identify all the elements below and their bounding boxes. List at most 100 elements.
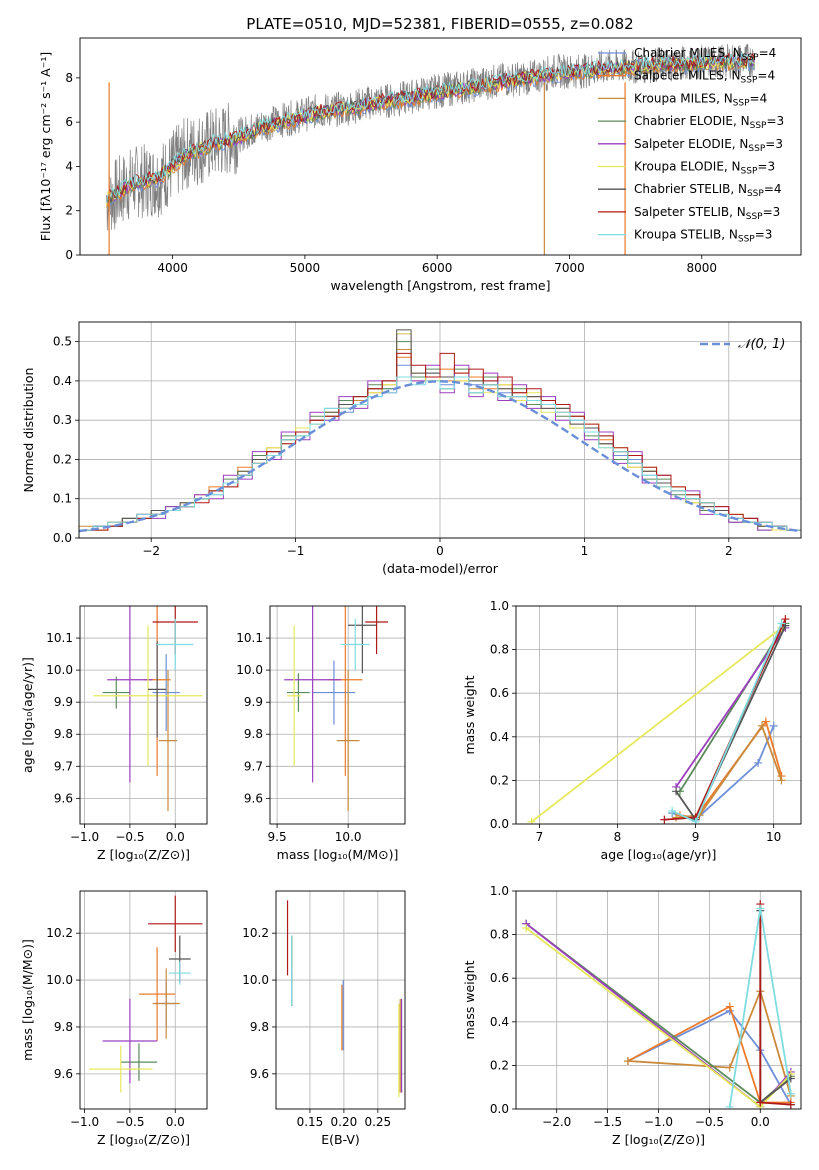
model-spectrum-line	[106, 53, 755, 203]
x-tick-label: −2	[142, 544, 160, 558]
legend-nssp-prefix: , N	[733, 114, 750, 128]
y-tick-label: 10.0	[236, 663, 263, 677]
legend-nssp-sub: SSP	[742, 53, 759, 63]
legend-nssp-sub: SSP	[733, 98, 750, 108]
legend-nssp-prefix: , N	[716, 91, 733, 105]
legend-model-name: Salpeter STELIB	[634, 205, 729, 219]
axes-frame	[79, 605, 208, 825]
y-tick-label: 0.4	[53, 374, 72, 388]
figure-title: PLATE=0510, MJD=52381, FIBERID=0555, z=0…	[246, 15, 633, 33]
x-tick-label: −0.5	[115, 1115, 144, 1129]
y-tick-label: 9.6	[54, 791, 73, 805]
x-axis-label: wavelength [Angstrom, rest frame]	[330, 278, 550, 293]
legend-label: Salpeter STELIB, NSSP=3	[634, 205, 780, 222]
axes-frame	[515, 890, 802, 1110]
axes-frame	[79, 37, 802, 256]
y-tick-label: 9.9	[54, 695, 73, 709]
y-tick-label: 0.6	[490, 971, 509, 985]
y-tick-label: 0.6	[490, 686, 509, 700]
legend-label: Chabrier ELODIE, NSSP=3	[634, 114, 784, 131]
legend-nssp-eq: =	[765, 137, 775, 151]
mass-weight-marker	[769, 721, 778, 730]
x-tick-label: −0.5	[115, 830, 144, 844]
axes-frame	[79, 890, 208, 1110]
legend-model-name: Chabrier STELIB	[634, 182, 730, 196]
legend-model-name: Kroupa STELIB	[634, 228, 721, 242]
y-tick-label: 2	[65, 204, 73, 218]
legend-nssp-prefix: , N	[724, 69, 741, 83]
legend-nssp-eq: =	[755, 228, 765, 242]
y-tick-label: 0	[65, 248, 73, 262]
x-tick-label: 0.20	[331, 1115, 358, 1129]
x-tick-label: −1.0	[70, 1115, 99, 1129]
x-tick-label: 0.0	[751, 1115, 770, 1129]
x-tick-label: 9.5	[268, 830, 287, 844]
legend-nssp-prefix: , N	[730, 182, 747, 196]
x-tick-label: 5000	[290, 261, 321, 275]
plot-area	[79, 329, 801, 538]
legend-label: Kroupa STELIB, NSSP=3	[634, 228, 772, 245]
y-axis-label: Normed distribution	[21, 368, 36, 493]
legend-nssp-eq: =	[750, 91, 760, 105]
y-tick-label: 10.0	[242, 973, 269, 987]
y-tick-label: 9.8	[54, 727, 73, 741]
legend-nssp-sub: SSP	[741, 76, 758, 86]
x-axis-label: mass [log₁₀(M/M⊙)]	[277, 847, 399, 862]
legend-nssp-prefix: , N	[725, 46, 742, 60]
y-tick-label: 0.0	[490, 817, 509, 831]
x-tick-label: 0.0	[166, 830, 185, 844]
plot-area	[106, 43, 755, 255]
axes-frame	[275, 890, 406, 1110]
x-tick-label: −1	[287, 544, 305, 558]
y-tick-label: 10.1	[46, 631, 73, 645]
y-tick-label: 0.4	[490, 1015, 509, 1029]
x-axis-label: Z [log₁₀(Z/Z⊙)]	[612, 1132, 705, 1147]
histogram-step	[79, 376, 801, 538]
y-tick-label: 0.4	[490, 730, 509, 744]
mass-weight-marker	[756, 1098, 765, 1107]
mass-weight-line	[679, 622, 787, 792]
x-tick-label: 0.15	[297, 1115, 324, 1129]
x-tick-label: 0	[436, 544, 444, 558]
y-tick-label: 9.8	[54, 1020, 73, 1034]
legend-nssp-sub: SSP	[741, 167, 758, 177]
x-tick-label: 7	[536, 830, 544, 844]
legend-label: Kroupa MILES, NSSP=4	[634, 91, 767, 108]
y-tick-label: 9.6	[250, 1067, 269, 1081]
mass-weight-marker	[786, 1100, 795, 1109]
y-tick-label: 0.0	[53, 531, 72, 545]
y-axis-label: Flux [fλ10⁻¹⁷ erg cm⁻² s⁻¹ A⁻¹]	[38, 52, 53, 241]
legend-nssp-sub: SSP	[748, 144, 765, 154]
legend-nssp-prefix: , N	[732, 137, 749, 151]
mass-weight-marker	[777, 776, 786, 785]
legend-nssp-sub: SSP	[747, 189, 764, 199]
x-tick-label: 10.0	[335, 830, 362, 844]
histogram-step	[79, 352, 801, 538]
legend-nssp-value: 3	[775, 137, 783, 151]
y-tick-label: 0.5	[53, 335, 72, 349]
x-tick-label: −1.0	[70, 830, 99, 844]
legend-model-name: Salpeter MILES	[634, 69, 724, 83]
mass-weight-marker	[725, 1063, 734, 1072]
axes-frame	[269, 605, 406, 825]
plot-area	[286, 900, 403, 1098]
mass-weight-marker	[781, 615, 790, 624]
legend-label: Chabrier STELIB, NSSP=4	[634, 182, 782, 199]
mass-weight-line	[627, 988, 792, 1097]
legend-nssp-sub: SSP	[738, 235, 755, 245]
y-tick-label: 10.2	[46, 926, 73, 940]
mass-weight-marker	[757, 721, 766, 730]
x-tick-label: 6000	[422, 261, 453, 275]
x-tick-label: 8000	[687, 261, 718, 275]
axes-frame	[515, 605, 802, 825]
plot-area	[93, 606, 203, 812]
spectrum-panel: 4000 5000 6000 7000 8000 0 2 4 6 8 wavelength [Ang…	[38, 37, 802, 293]
mass-weight-marker	[777, 619, 786, 628]
x-tick-label: −1.5	[593, 1115, 622, 1129]
legend-label: 𝒩(0, 1)	[738, 337, 785, 352]
mass-weight-marker	[660, 815, 669, 824]
mass-weight-marker	[725, 1102, 734, 1109]
x-tick-label: 7000	[554, 261, 585, 275]
y-tick-label: 0.8	[490, 643, 509, 657]
legend-nssp-value: 3	[767, 160, 775, 174]
